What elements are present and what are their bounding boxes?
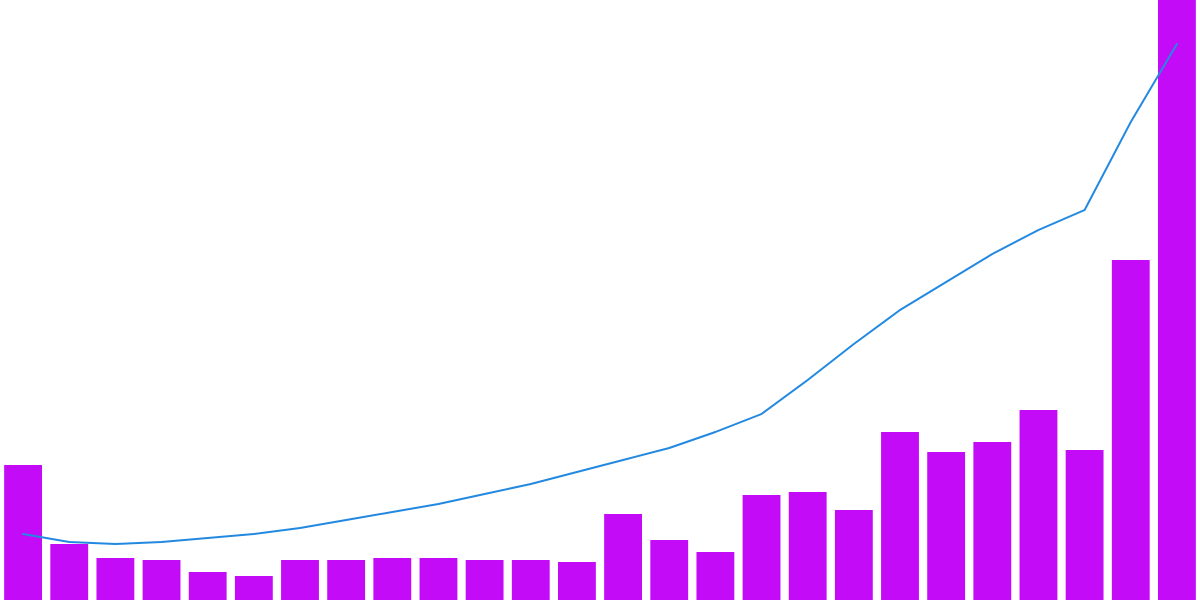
bar	[1020, 410, 1058, 600]
bar	[789, 492, 827, 600]
bar	[327, 560, 365, 600]
bar	[96, 558, 134, 600]
bar	[281, 560, 319, 600]
bar	[835, 510, 873, 600]
bar	[604, 514, 642, 600]
bar	[420, 558, 458, 600]
bar	[1158, 0, 1196, 600]
combo-chart	[0, 0, 1200, 600]
bar	[558, 562, 596, 600]
bar	[1066, 450, 1104, 600]
bar	[1112, 260, 1150, 600]
bar	[881, 432, 919, 600]
bar	[512, 560, 550, 600]
bar	[927, 452, 965, 600]
bar	[189, 572, 227, 600]
bar	[696, 552, 734, 600]
bar	[650, 540, 688, 600]
bar	[373, 558, 411, 600]
bar	[4, 465, 42, 600]
bar	[50, 544, 88, 600]
bar	[143, 560, 181, 600]
bar	[973, 442, 1011, 600]
bar	[235, 576, 273, 600]
bar	[466, 560, 504, 600]
bar	[743, 495, 781, 600]
